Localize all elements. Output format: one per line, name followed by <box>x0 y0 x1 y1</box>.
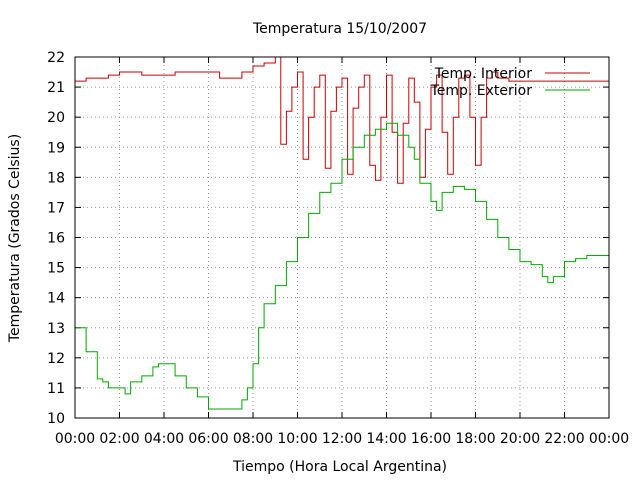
x-tick-label: 20:00 <box>500 431 540 447</box>
y-tick-label: 20 <box>47 110 65 126</box>
series-line-interior <box>75 56 609 184</box>
y-axis-label: Temperatura (Grados Celsius) <box>7 134 23 343</box>
x-tick-label: 00:00 <box>589 431 629 447</box>
y-tick-label: 21 <box>47 80 65 96</box>
x-tick-label: 02:00 <box>99 431 139 447</box>
x-tick-label: 12:00 <box>322 431 362 447</box>
y-tick-label: 15 <box>47 261 65 277</box>
y-tick-label: 16 <box>47 231 65 247</box>
x-tick-label: 22:00 <box>544 431 584 447</box>
y-tick-label: 12 <box>47 351 65 367</box>
legend-label: Temp. Exterior <box>430 83 533 99</box>
y-tick-label: 13 <box>47 321 65 337</box>
chart-title: Temperatura 15/10/2007 <box>252 21 427 37</box>
y-tick-label: 14 <box>47 291 65 307</box>
y-tick-label: 22 <box>47 50 65 66</box>
y-tick-label: 11 <box>47 381 65 397</box>
plot-frame <box>74 56 610 419</box>
x-axis-label: Tiempo (Hora Local Argentina) <box>232 459 447 475</box>
series-layer <box>75 56 610 410</box>
x-tick-label: 18:00 <box>455 431 495 447</box>
y-tick-label: 10 <box>47 411 65 427</box>
tick-layer: 00:00 02:00 04:00 06:00 08:00 10:00 12:00 14:00… <box>47 50 629 447</box>
y-tick-label: 19 <box>47 140 65 156</box>
x-tick-label: 08:00 <box>233 431 273 447</box>
series-line-exterior <box>75 122 610 410</box>
x-tick-label: 00:00 <box>55 431 95 447</box>
legend-label: Temp. Interior <box>434 66 533 82</box>
x-tick-label: 14:00 <box>366 431 406 447</box>
x-tick-label: 04:00 <box>144 431 184 447</box>
grid-layer <box>75 57 609 418</box>
y-tick-label: 17 <box>47 200 65 216</box>
x-tick-label: 10:00 <box>277 431 317 447</box>
x-tick-label: 06:00 <box>188 431 228 447</box>
y-tick-label: 18 <box>47 170 65 186</box>
x-tick-label: 16:00 <box>411 431 451 447</box>
